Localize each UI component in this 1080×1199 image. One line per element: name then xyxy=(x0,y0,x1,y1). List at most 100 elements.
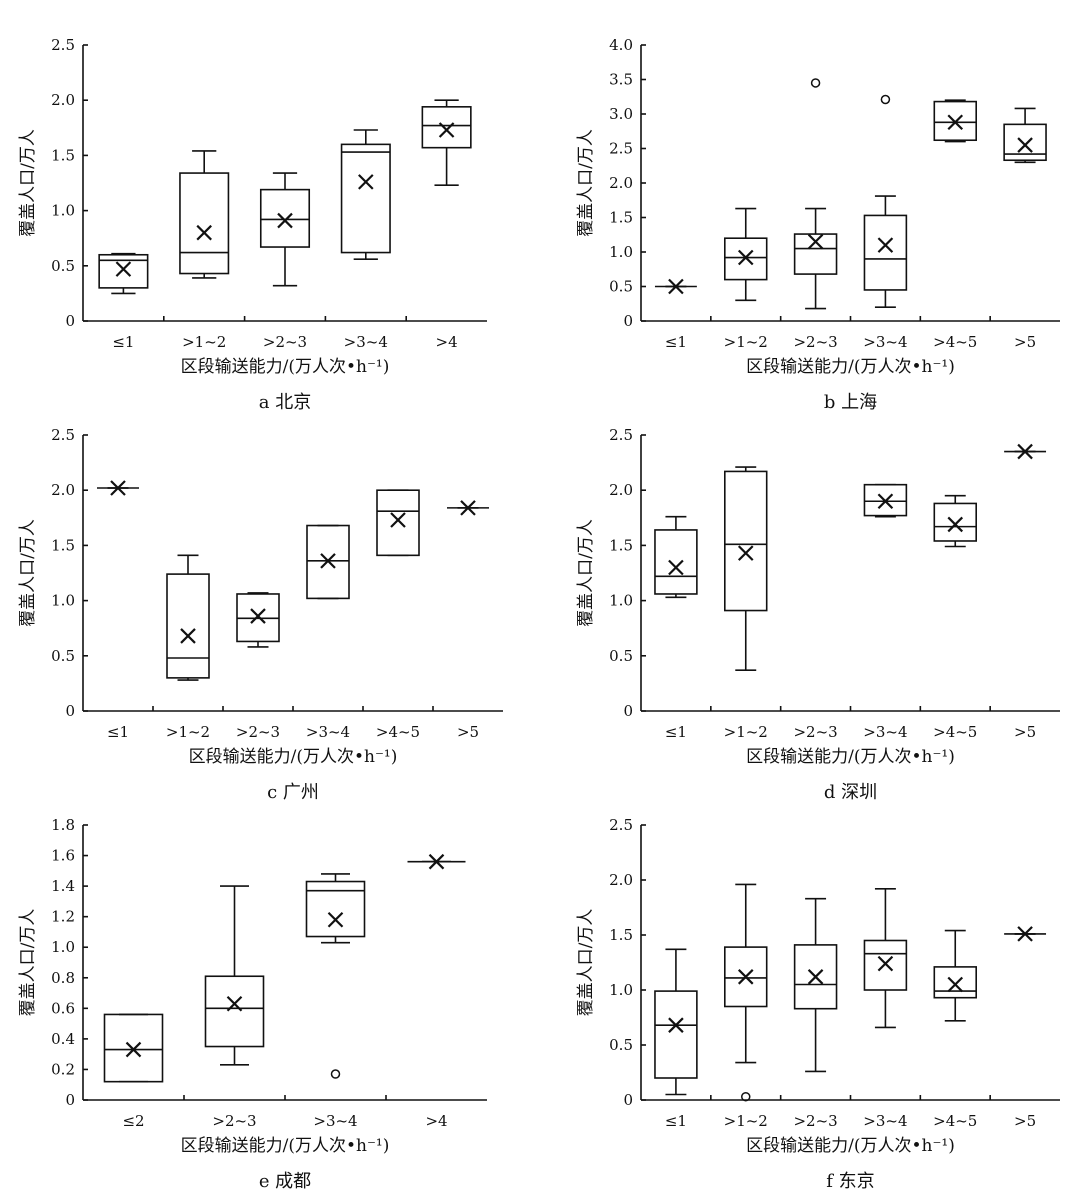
box-body xyxy=(793,944,838,1010)
x-tick-label: >4~5 xyxy=(933,723,977,741)
y-tick-label: 1.0 xyxy=(51,938,75,956)
mean-marker xyxy=(947,114,964,131)
panel-caption: a 北京 xyxy=(259,392,311,413)
box-6 xyxy=(1003,107,1047,164)
panel-6: 0 0.5 1.0 1.5 2.0 2.5 ≤1 >1~2 >2~3 >3~4 >4~5 >5 覆盖人口… xyxy=(576,816,1060,1192)
mean-marker xyxy=(250,608,266,624)
box-body xyxy=(166,573,210,679)
x-axis-title: 区段输送能力/(万人次•h⁻¹) xyxy=(746,747,955,767)
y-tick-label: 1.5 xyxy=(609,926,633,944)
x-tick-label: >3~4 xyxy=(863,333,907,351)
x-tick-label: ≤1 xyxy=(665,333,687,351)
y-axis-title: 覆盖人口/万人 xyxy=(576,129,596,237)
mean-marker xyxy=(668,559,684,576)
box-2 xyxy=(166,554,210,681)
x-tick-label: >1~2 xyxy=(724,1112,768,1130)
mean-marker xyxy=(196,224,212,241)
box-body xyxy=(340,143,391,254)
y-tick-label: 0.5 xyxy=(609,647,633,665)
mean-marker xyxy=(115,261,132,277)
x-tick-label: >1~2 xyxy=(182,333,226,351)
mean-marker xyxy=(320,553,336,569)
y-tick-label: 0 xyxy=(623,1091,633,1109)
y-tick-label: 2.5 xyxy=(51,36,75,54)
x-tick-label: >2~3 xyxy=(212,1112,256,1130)
mean-marker xyxy=(390,512,406,528)
mean-marker xyxy=(460,500,476,516)
mean-marker xyxy=(737,249,754,266)
mean-marker xyxy=(277,212,293,229)
y-tick-label: 1.5 xyxy=(51,536,75,554)
y-tick-label: 2.0 xyxy=(609,174,633,192)
x-tick-label: >4~5 xyxy=(376,723,420,741)
panel-5: 0 0.2 0.4 0.6 0.8 1.0 1.2 1.4 1.6 1.8 ≤2 >2~3 >3~4 >4… xyxy=(18,816,487,1192)
y-tick-label: 0.5 xyxy=(51,257,75,275)
box-4 xyxy=(863,887,908,1029)
mean-marker xyxy=(668,278,684,295)
panel-3: 0 0.5 1.0 1.5 2.0 2.5 ≤1 >1~2 >2~3 >3~4 >4~5 >5 覆盖人口… xyxy=(18,426,503,803)
box-3 xyxy=(793,207,838,310)
box-3 xyxy=(305,873,366,944)
y-tick-label: 0.2 xyxy=(51,1060,75,1078)
y-tick-label: 0.5 xyxy=(51,647,75,665)
mean-marker xyxy=(358,174,374,190)
x-axis-title: 区段输送能力/(万人次•h⁻¹) xyxy=(181,357,390,377)
x-tick-label: >4 xyxy=(436,333,458,351)
y-tick-label: 1.0 xyxy=(51,592,75,610)
box-body xyxy=(654,529,698,595)
y-tick-label: 1.8 xyxy=(51,816,75,834)
panel-caption: c 广州 xyxy=(267,782,319,803)
y-tick-label: 0.8 xyxy=(51,969,75,987)
x-tick-label: >5 xyxy=(1014,723,1036,741)
mean-marker xyxy=(807,233,824,250)
mean-marker xyxy=(438,122,455,138)
panel-4: 0 0.5 1.0 1.5 2.0 2.5 ≤1 >1~2 >2~3 >3~4 >4~5 >5 覆盖人口… xyxy=(576,426,1060,803)
y-tick-label: 0 xyxy=(65,702,75,720)
box-3 xyxy=(793,897,838,1073)
y-tick-label: 1.0 xyxy=(51,202,75,220)
y-tick-label: 1.5 xyxy=(609,209,633,227)
mean-marker xyxy=(180,628,196,644)
y-axis-title: 覆盖人口/万人 xyxy=(18,519,38,627)
x-tick-label: >2~3 xyxy=(793,333,837,351)
box-body xyxy=(179,172,230,275)
box-1 xyxy=(103,1013,164,1083)
y-tick-label: 2.0 xyxy=(51,481,75,499)
x-tick-label: >5 xyxy=(1014,333,1036,351)
x-tick-label: >4~5 xyxy=(933,333,977,351)
x-tick-label: >3~4 xyxy=(863,1112,907,1130)
y-tick-label: 2.0 xyxy=(51,91,75,109)
mean-marker xyxy=(226,995,243,1012)
box-4 xyxy=(407,853,466,870)
y-tick-label: 2.5 xyxy=(609,816,633,834)
mean-marker xyxy=(737,969,754,985)
x-tick-label: >3~4 xyxy=(344,333,388,351)
x-tick-label: >2~3 xyxy=(236,723,280,741)
mean-marker xyxy=(125,1041,142,1058)
x-tick-label: >1~2 xyxy=(724,723,768,741)
mean-marker xyxy=(877,955,894,972)
box-2 xyxy=(723,466,768,671)
y-tick-label: 1.4 xyxy=(51,877,75,895)
y-axis-title: 覆盖人口/万人 xyxy=(18,909,38,1017)
box-5 xyxy=(933,494,977,548)
outlier-point xyxy=(880,94,891,105)
x-tick-label: >3~4 xyxy=(863,723,907,741)
y-tick-label: 3.0 xyxy=(609,105,633,123)
mean-marker xyxy=(1017,926,1033,942)
box-body xyxy=(933,502,977,542)
x-tick-label: ≤1 xyxy=(112,333,134,351)
x-tick-label: ≤1 xyxy=(665,1112,687,1130)
y-tick-label: 0.5 xyxy=(609,278,633,296)
mean-marker xyxy=(877,493,894,510)
x-tick-label: ≤1 xyxy=(107,723,129,741)
x-tick-label: >4~5 xyxy=(933,1112,977,1130)
panel-2: 0 0.5 1.0 1.5 2.0 2.5 3.0 3.5 4.0 ≤1 >1~2 >2~3 >3~4 >… xyxy=(576,36,1060,413)
box-body xyxy=(204,975,265,1048)
y-tick-label: 1.0 xyxy=(609,981,633,999)
mean-marker xyxy=(807,969,824,985)
x-axis-title: 区段输送能力/(万人次•h⁻¹) xyxy=(746,357,955,377)
panel-caption: b 上海 xyxy=(824,392,877,413)
y-tick-label: 2.5 xyxy=(51,426,75,444)
